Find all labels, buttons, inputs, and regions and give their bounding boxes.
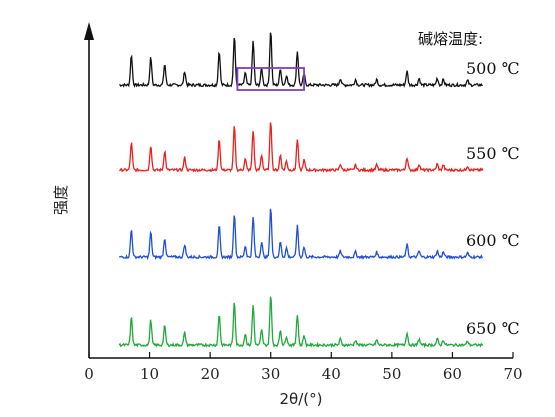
- series-label-1: 500 ℃: [466, 59, 520, 78]
- series-line-4: [118, 296, 484, 349]
- x-tick-label: 40: [322, 365, 341, 383]
- x-tick-label: 0: [84, 365, 94, 383]
- series-label-3: 600 ℃: [466, 231, 520, 250]
- series-group: [118, 32, 484, 349]
- x-tick-label: 70: [503, 365, 522, 383]
- x-tick-label: 20: [201, 365, 220, 383]
- legend-title: 碱熔温度:: [418, 30, 483, 48]
- series-label-2: 550 ℃: [466, 144, 520, 163]
- x-tick-label: 60: [443, 365, 462, 383]
- series-labels: 500 ℃ 550 ℃ 600 ℃ 650 ℃: [466, 59, 520, 338]
- x-tick-label: 10: [140, 365, 159, 383]
- x-axis-title: 2θ/(°): [280, 390, 323, 408]
- series-line-3: [119, 208, 484, 261]
- y-axis-title: 强度: [52, 185, 70, 215]
- series-line-1: [119, 32, 483, 89]
- x-tick-label: 50: [382, 365, 401, 383]
- y-axis-arrow-icon: [84, 22, 94, 40]
- x-ticks: 0 10 20 30 40 50 60 70: [84, 352, 523, 383]
- series-label-4: 650 ℃: [466, 319, 520, 338]
- highlight-box: [236, 67, 305, 91]
- series-line-2: [119, 122, 484, 174]
- x-tick-label: 30: [261, 365, 280, 383]
